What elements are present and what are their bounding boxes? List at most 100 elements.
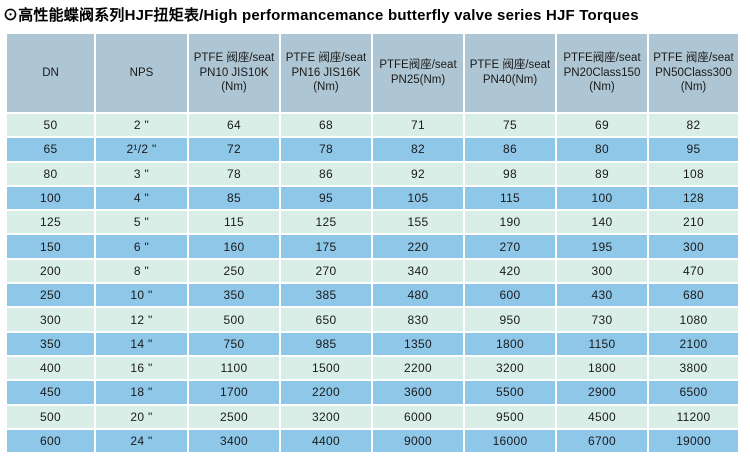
torque-cell: 19000 xyxy=(649,429,738,453)
torque-cell: 75 xyxy=(465,114,555,137)
torque-cell: 2100 xyxy=(649,332,738,355)
torque-cell: 1700 xyxy=(189,381,279,404)
torque-cell: 2200 xyxy=(281,381,371,404)
torque-cell: 1080 xyxy=(649,308,738,331)
nps-cell: 3 " xyxy=(96,162,187,185)
table-row: 250 10 " 350 385 480 600 430 680 xyxy=(7,284,738,307)
torque-cell: 16000 xyxy=(465,429,555,453)
dn-cell: 450 xyxy=(7,381,94,404)
torque-cell: 6500 xyxy=(649,381,738,404)
table-body: 50 2 " 64 68 71 75 69 82 65 2¹/2 " 72 78 82 86 80 95 80 3… xyxy=(7,114,738,453)
header-pn10-jis10k: PTFE 阀座/seat PN10 JIS10K (Nm) xyxy=(189,34,279,112)
torque-cell: 100 xyxy=(557,186,647,210)
table-row: 100 4 " 85 95 105 115 100 128 xyxy=(7,186,738,210)
table-row: 50 2 " 64 68 71 75 69 82 xyxy=(7,114,738,137)
dn-cell: 65 xyxy=(7,138,94,161)
torque-cell: 125 xyxy=(281,211,371,234)
torque-cell: 220 xyxy=(373,235,463,258)
nps-cell: 8 " xyxy=(96,259,187,283)
table-row: 150 6 " 160 175 220 270 195 300 xyxy=(7,235,738,258)
dn-cell: 125 xyxy=(7,211,94,234)
torque-cell: 3200 xyxy=(465,356,555,380)
torque-cell: 115 xyxy=(465,186,555,210)
header-pn25: PTFE阀座/seat PN25(Nm) xyxy=(373,34,463,112)
nps-cell: 16 " xyxy=(96,356,187,380)
table-row: 600 24 " 3400 4400 9000 16000 6700 19000 xyxy=(7,429,738,453)
nps-cell: 24 " xyxy=(96,429,187,453)
torque-cell: 92 xyxy=(373,162,463,185)
torque-cell: 71 xyxy=(373,114,463,137)
torque-cell: 480 xyxy=(373,284,463,307)
dn-cell: 50 xyxy=(7,114,94,137)
table-row: 80 3 " 78 86 92 98 89 108 xyxy=(7,162,738,185)
torque-cell: 64 xyxy=(189,114,279,137)
torque-cell: 430 xyxy=(557,284,647,307)
torque-cell: 270 xyxy=(465,235,555,258)
torque-cell: 1350 xyxy=(373,332,463,355)
torque-cell: 950 xyxy=(465,308,555,331)
nps-cell: 18 " xyxy=(96,381,187,404)
torque-cell: 175 xyxy=(281,235,371,258)
torque-cell: 730 xyxy=(557,308,647,331)
torque-cell: 1800 xyxy=(557,356,647,380)
dn-cell: 600 xyxy=(7,429,94,453)
torque-cell: 420 xyxy=(465,259,555,283)
dn-cell: 250 xyxy=(7,284,94,307)
table-row: 65 2¹/2 " 72 78 82 86 80 95 xyxy=(7,138,738,161)
torque-cell: 210 xyxy=(649,211,738,234)
torque-cell: 105 xyxy=(373,186,463,210)
torque-cell: 4500 xyxy=(557,405,647,428)
torque-cell: 68 xyxy=(281,114,371,137)
dn-cell: 350 xyxy=(7,332,94,355)
torque-cell: 600 xyxy=(465,284,555,307)
torque-cell: 195 xyxy=(557,235,647,258)
torque-cell: 85 xyxy=(189,186,279,210)
dn-cell: 300 xyxy=(7,308,94,331)
header-nps: NPS xyxy=(96,34,187,112)
header-pn20-class150: PTFE阀座/seat PN20Class150 (Nm) xyxy=(557,34,647,112)
torque-cell: 340 xyxy=(373,259,463,283)
torque-cell: 86 xyxy=(281,162,371,185)
nps-cell: 14 " xyxy=(96,332,187,355)
dn-cell: 400 xyxy=(7,356,94,380)
header-dn: DN xyxy=(7,34,94,112)
torque-cell: 680 xyxy=(649,284,738,307)
header-row: DN NPS PTFE 阀座/seat PN10 JIS10K (Nm) PTF… xyxy=(7,34,738,112)
torque-cell: 2500 xyxy=(189,405,279,428)
nps-cell: 4 " xyxy=(96,186,187,210)
torque-cell: 500 xyxy=(189,308,279,331)
torque-cell: 108 xyxy=(649,162,738,185)
dn-cell: 150 xyxy=(7,235,94,258)
torque-cell: 3400 xyxy=(189,429,279,453)
torque-cell: 95 xyxy=(281,186,371,210)
torque-cell: 72 xyxy=(189,138,279,161)
torque-cell: 128 xyxy=(649,186,738,210)
torque-cell: 155 xyxy=(373,211,463,234)
torque-cell: 9000 xyxy=(373,429,463,453)
torque-cell: 470 xyxy=(649,259,738,283)
torque-cell: 3200 xyxy=(281,405,371,428)
torque-cell: 115 xyxy=(189,211,279,234)
torque-cell: 385 xyxy=(281,284,371,307)
nps-cell: 2¹/2 " xyxy=(96,138,187,161)
torque-cell: 190 xyxy=(465,211,555,234)
torque-cell: 82 xyxy=(373,138,463,161)
torque-cell: 98 xyxy=(465,162,555,185)
table-row: 400 16 " 1100 1500 2200 3200 1800 3800 xyxy=(7,356,738,380)
page-title: ⊙高性能蝶阀系列HJF扭矩表/High performancemance but… xyxy=(3,7,639,24)
table-row: 200 8 " 250 270 340 420 300 470 xyxy=(7,259,738,283)
torque-cell: 9500 xyxy=(465,405,555,428)
dn-cell: 80 xyxy=(7,162,94,185)
torque-cell: 350 xyxy=(189,284,279,307)
torque-cell: 78 xyxy=(281,138,371,161)
torque-cell: 6700 xyxy=(557,429,647,453)
torque-cell: 300 xyxy=(649,235,738,258)
header-pn40: PTFE 阀座/seat PN40(Nm) xyxy=(465,34,555,112)
table-row: 300 12 " 500 650 830 950 730 1080 xyxy=(7,308,738,331)
torque-cell: 985 xyxy=(281,332,371,355)
torque-cell: 89 xyxy=(557,162,647,185)
torque-cell: 6000 xyxy=(373,405,463,428)
torque-cell: 2200 xyxy=(373,356,463,380)
torque-cell: 160 xyxy=(189,235,279,258)
nps-cell: 10 " xyxy=(96,284,187,307)
